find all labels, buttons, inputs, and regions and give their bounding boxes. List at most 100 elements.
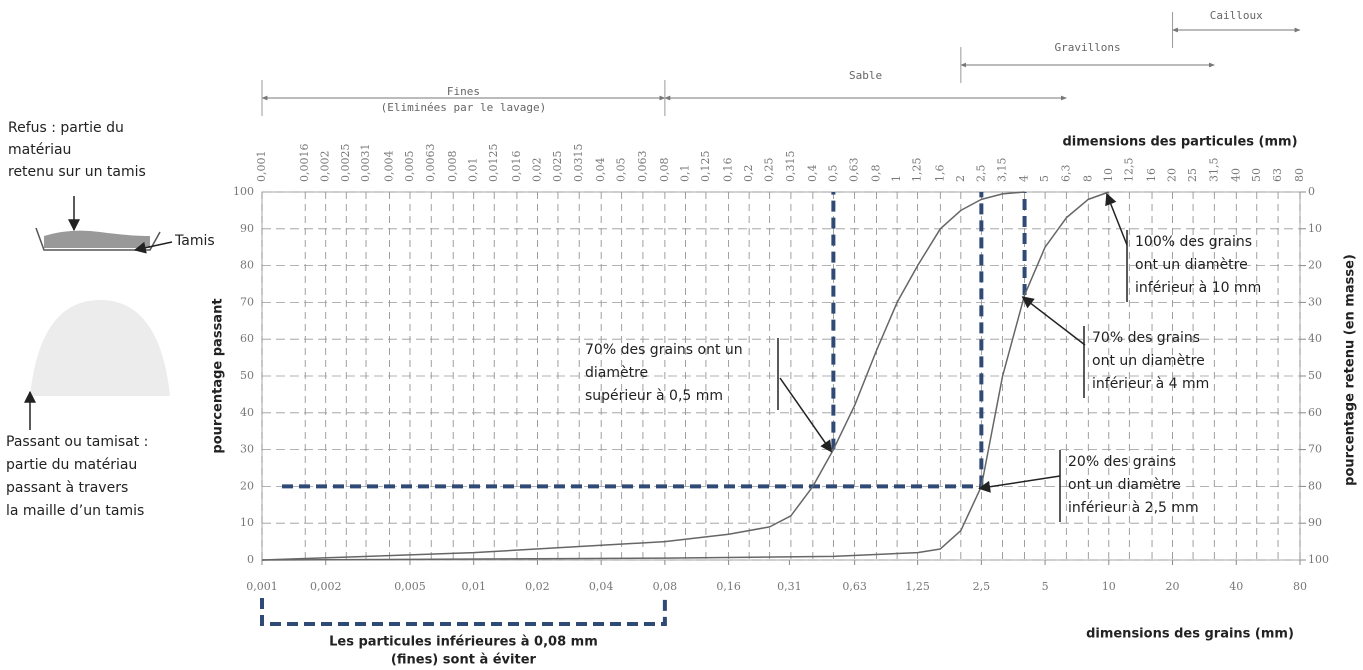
y-tick-label: 40 [240, 406, 254, 419]
x2-tick-label: 0,0315 [572, 144, 585, 183]
range-label: Gravillons [1054, 41, 1120, 54]
y-tick-label: 70 [240, 295, 254, 308]
x-tick-label: 0,08 [653, 580, 678, 593]
x2-tick-label: 8 [1081, 175, 1094, 182]
x2-tick-label: 0,08 [658, 158, 671, 183]
annotation-arrow [1107, 194, 1127, 245]
annotation-text: diamètre [585, 365, 648, 381]
y-tick-label: 90 [240, 222, 254, 235]
annotation-arrow [780, 378, 831, 452]
x2-tick-label: 2,5 [974, 165, 987, 183]
range-label: Fines [447, 85, 480, 98]
x2-tick-label: 0,4 [806, 165, 819, 183]
side-text: Refus : partie du [8, 120, 124, 136]
annotation-arrow [1023, 297, 1085, 345]
x2-tick-label: 0,002 [319, 151, 332, 183]
x-tick-label: 5 [1042, 580, 1049, 593]
annotation-text: inférieur à 10 mm [1135, 280, 1261, 296]
x-tick-label: 10 [1102, 580, 1116, 593]
y-tick-label: 10 [240, 516, 254, 529]
y2-tick-label: 50 [1308, 369, 1322, 382]
x2-tick-label: 0,02 [530, 158, 543, 183]
x2-tick-label: 4 [1018, 175, 1031, 182]
annotation-text: 100% des grains [1135, 234, 1252, 250]
x-tick-label: 2,5 [973, 580, 991, 593]
y-tick-label: 60 [240, 332, 254, 345]
y2-tick-label: 70 [1308, 443, 1322, 456]
side-text: partie du matériau [6, 457, 137, 473]
annotation-text: inférieur à 2,5 mm [1068, 500, 1199, 516]
x-tick-label: 0,63 [842, 580, 867, 593]
x2-tick-label: 0,0125 [487, 144, 500, 182]
annotation-text: ont un diamètre [1135, 257, 1248, 273]
annotation-text: 70% des grains [1092, 330, 1200, 346]
passant-material [30, 300, 170, 396]
x-axis-title: dimensions des grains (mm) [1086, 627, 1294, 642]
annotation-text: 20% des grains [1068, 454, 1176, 470]
y2-tick-label: 30 [1308, 295, 1322, 308]
side-text: Tamis [174, 233, 215, 249]
x2-tick-label: 0,2 [742, 165, 755, 183]
y2-tick-label: 0 [1308, 185, 1315, 198]
annotation-text: ont un diamètre [1092, 353, 1205, 369]
side-text: Passant ou tamisat : [6, 434, 148, 450]
x2-tick-label: 0,01 [467, 158, 480, 183]
x-tick-label: 0,002 [310, 580, 342, 593]
y-tick-label: 80 [240, 259, 254, 272]
x2-tick-label: 31,5 [1207, 158, 1220, 183]
x2-tick-label: 0,0063 [424, 144, 437, 183]
y2-tick-label: 100 [1308, 553, 1329, 566]
x2-tick-label: 0,016 [510, 151, 523, 183]
range-label: Cailloux [1210, 9, 1263, 22]
refus-material [44, 231, 150, 248]
x2-tick-label: 0,004 [382, 151, 395, 183]
range-sublabel: (Eliminées par le lavage) [381, 101, 547, 114]
y-tick-label: 50 [240, 369, 254, 382]
note-text: Les particules inférieures à 0,08 mm [329, 635, 598, 650]
annotation-text: inférieur à 4 mm [1092, 376, 1209, 392]
x2-tick-label: 3,15 [996, 158, 1009, 183]
x-tick-label: 0,02 [525, 580, 550, 593]
annotation-text: ont un diamètre [1068, 477, 1181, 493]
side-illustration: Refus : partie du matériau retenu sur un… [6, 120, 215, 519]
x-tick-label: 0,01 [461, 580, 486, 593]
y2-tick-label: 60 [1308, 406, 1322, 419]
annotation-text: supérieur à 0,5 mm [585, 388, 723, 404]
note-bracket [262, 598, 665, 624]
x-tick-label: 0,001 [246, 580, 278, 593]
x-tick-label: 0,16 [716, 580, 741, 593]
annotation-text: 70% des grains ont un [585, 342, 743, 358]
x2-tick-label: 0,005 [403, 151, 416, 183]
x2-tick-label: 1,6 [933, 165, 946, 183]
y-tick-label: 30 [240, 443, 254, 456]
x2-tick-label: 50 [1250, 168, 1263, 182]
x2-tick-label: 0,0025 [339, 144, 352, 183]
x-tick-label: 20 [1166, 580, 1180, 593]
x2-tick-label: 0,04 [594, 158, 607, 183]
y2-tick-label: 90 [1308, 516, 1322, 529]
x2-tick-label: 16 [1145, 168, 1158, 182]
y-tick-label: 100 [233, 185, 254, 198]
x2-tick-label: 2 [954, 175, 967, 182]
x-tick-label: 0,31 [777, 580, 802, 593]
x2-tick-label: 0,0016 [298, 144, 311, 183]
note-text: (fines) sont à éviter [391, 653, 537, 668]
y-tick-label: 20 [240, 479, 254, 492]
x2-tick-label: 6,3 [1059, 165, 1072, 183]
y2-tick-label: 10 [1308, 222, 1322, 235]
y2-axis-title: pourcentage retenu (en masse) [1343, 254, 1358, 486]
x2-tick-label: 20 [1166, 168, 1179, 182]
range-label: Sable [849, 69, 882, 82]
x2-tick-label: 40 [1229, 168, 1242, 182]
x-tick-label: 0,04 [589, 580, 614, 593]
x-tick-label: 1,25 [905, 580, 930, 593]
x2-tick-label: 0,125 [699, 151, 712, 183]
x2-tick-label: 63 [1271, 168, 1284, 182]
y2-tick-label: 40 [1308, 332, 1322, 345]
x2-tick-label: 0,16 [722, 158, 735, 183]
x-tick-label: 0,005 [394, 580, 426, 593]
side-text: passant à travers [6, 480, 128, 496]
x2-tick-label: 0,63 [848, 158, 861, 183]
chart: Refus : partie du matériau retenu sur un… [0, 0, 1363, 670]
y2-tick-label: 80 [1308, 479, 1322, 492]
